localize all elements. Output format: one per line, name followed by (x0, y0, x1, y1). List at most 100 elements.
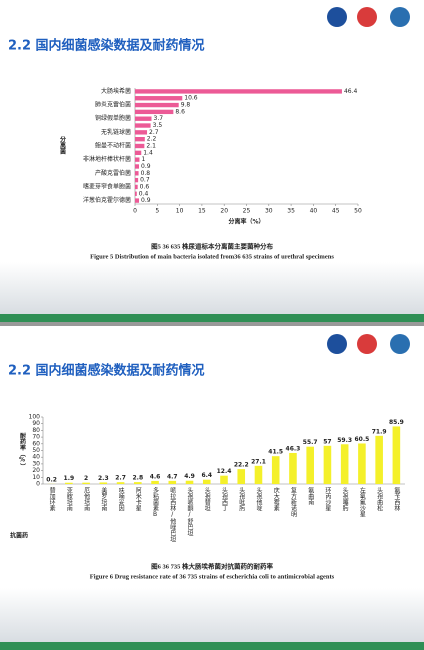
value-label: 2.8 (132, 475, 143, 482)
bar (135, 184, 138, 190)
category-label: 阿米卡星 (134, 486, 141, 511)
bar (135, 150, 142, 156)
y-tick-label: 40 (32, 454, 40, 461)
bar (375, 435, 383, 484)
x-tick-label: 5 (155, 208, 159, 215)
category-label: 头孢他啶 (255, 486, 262, 512)
category-label: 呋喃妥因 (117, 486, 124, 512)
category-label: 产酸克雷伯菌 (95, 169, 131, 177)
category-label: 头孢吡肟 (238, 486, 245, 512)
value-label: 2.2 (147, 136, 157, 143)
value-label: 0.4 (139, 190, 149, 197)
value-label: 59.3 (337, 437, 352, 444)
value-label: 71.9 (372, 428, 387, 435)
bar (340, 444, 349, 484)
bar (99, 482, 108, 484)
bar (135, 123, 151, 128)
x-tick-label: 35 (287, 208, 295, 215)
category-label: 头孢西丁 (221, 486, 228, 511)
value-label: 0.9 (141, 163, 151, 170)
value-label: 2.7 (149, 129, 159, 136)
bar (135, 116, 152, 121)
value-label: 1.9 (64, 475, 75, 482)
value-label: 0.2 (46, 476, 57, 483)
bar (135, 164, 140, 169)
bar (135, 96, 183, 101)
value-label: 0.7 (140, 177, 150, 184)
category-label: 洋葱伯克霍尔德菌 (83, 196, 131, 204)
separator (0, 322, 424, 326)
bar (392, 426, 401, 484)
value-label: 22.2 (234, 462, 249, 469)
category-label: 厄他培南 (83, 487, 90, 511)
bar (220, 475, 228, 484)
bar (135, 198, 140, 203)
x-tick-label: 20 (220, 208, 228, 215)
bar (358, 443, 366, 484)
bar (134, 482, 142, 484)
category-label: 氨曲南 (307, 486, 314, 505)
x-tick-label: 25 (243, 208, 251, 215)
x-tick-label: 45 (332, 208, 340, 215)
bar (289, 452, 297, 484)
x-axis-label: 分离率（%） (228, 218, 264, 226)
value-label: 0.8 (141, 170, 151, 177)
value-label: 1 (141, 156, 145, 163)
caption-en: Figure 6 Drug resistance rate of 36 735 … (90, 573, 335, 580)
y-tick-label: 80 (32, 427, 40, 434)
category-label: 环丙沙星 (324, 487, 331, 511)
category-label: 肺炎克雷伯菌 (95, 101, 131, 109)
category-label: 头孢哌酮/舒巴坦 (186, 486, 193, 536)
value-label: 4.7 (167, 473, 178, 480)
value-label: 0.6 (140, 183, 150, 190)
category-label: 复方新诺明 (289, 486, 296, 518)
bar (135, 130, 148, 135)
y-tick-label: 70 (32, 434, 40, 441)
caption-en: Figure 5 Distribution of main bacteria i… (90, 253, 334, 260)
value-label: 27.1 (251, 458, 266, 465)
bar (135, 191, 137, 196)
category-label: 鲍曼不动杆菌 (95, 142, 131, 150)
value-label: 8.6 (175, 108, 185, 115)
slide-title: 2.2 国内细菌感染数据及耐药情况 (8, 363, 205, 379)
bar (135, 171, 139, 176)
category-label: 庆大霉素 (272, 486, 279, 511)
x-tick-label: 15 (198, 208, 206, 215)
y-tick-label: 50 (32, 447, 40, 454)
value-label: 55.7 (303, 439, 318, 446)
category-label: 大肠埃希菌 (101, 87, 131, 95)
slide-1-bg (0, 0, 424, 322)
bar (135, 89, 342, 94)
category-label: 多粘菌素B (152, 486, 159, 518)
value-label: 3.5 (153, 122, 163, 129)
value-label: 6.4 (201, 472, 212, 479)
y-tick-label: 90 (32, 420, 40, 427)
value-label: 1.4 (143, 149, 153, 156)
value-label: 41.5 (268, 449, 283, 456)
y-axis-label: 耐药率（%） (19, 432, 27, 470)
category-label: 氨苄西林 (393, 486, 400, 512)
bar (135, 136, 145, 142)
y-tick-label: 30 (32, 460, 40, 467)
value-label: 4.6 (150, 473, 161, 480)
category-label: 替加环素 (48, 486, 55, 511)
bar (185, 480, 194, 484)
bar (151, 480, 159, 484)
x-tick-label: 50 (354, 208, 362, 215)
bar (135, 109, 174, 115)
x-tick-label: 0 (133, 208, 137, 215)
value-label: 4.9 (184, 473, 195, 480)
value-label: 12.4 (217, 468, 232, 475)
y-tick-label: 100 (29, 414, 41, 421)
category-label: 无乳链球菌 (101, 128, 131, 136)
x-tick-label: 30 (265, 208, 273, 215)
value-label: 0.9 (141, 197, 151, 204)
category-label: 亚胺培南 (65, 487, 72, 511)
value-label: 9.8 (181, 102, 191, 109)
bar (135, 143, 145, 149)
bar (254, 465, 263, 484)
bar (65, 482, 73, 484)
category-label: 嗜麦芽窄食单胞菌 (83, 182, 131, 190)
y-tick-label: 0 (36, 481, 40, 488)
category-label: 哌拉西林/他唑巴坦 (169, 486, 176, 542)
